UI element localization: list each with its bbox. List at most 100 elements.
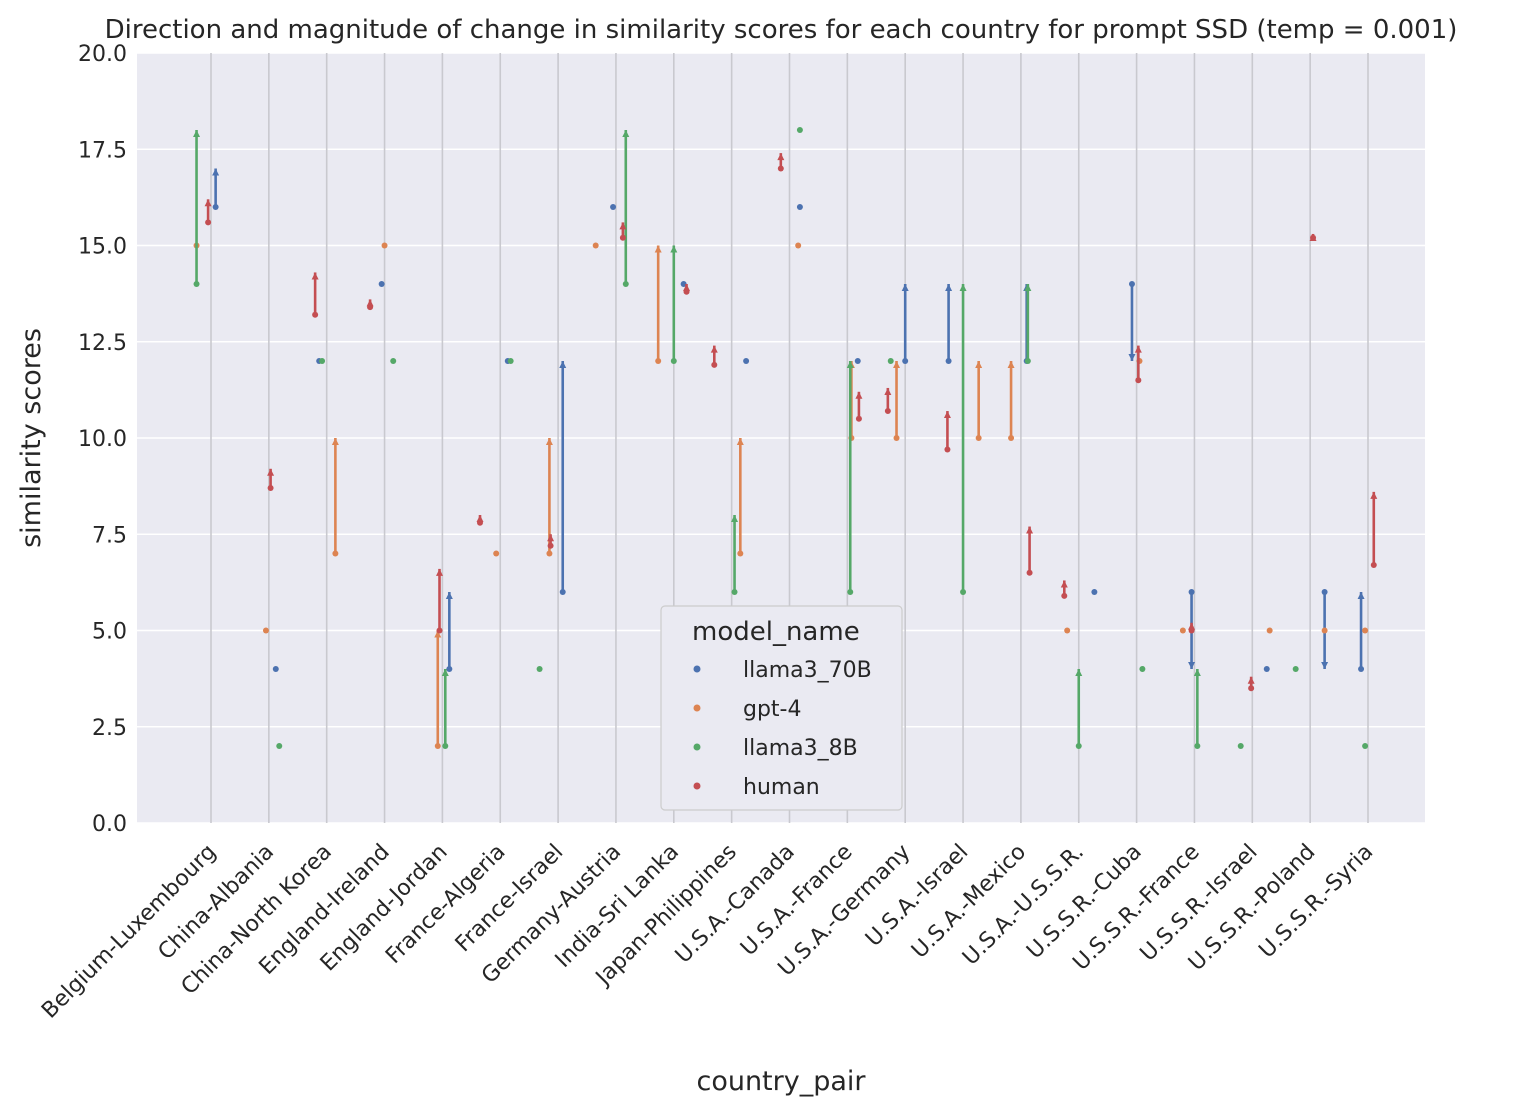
end-arrow [331,438,339,445]
start-point [212,204,219,210]
end-arrow [1188,622,1196,630]
legend-label: gpt-4 [743,697,802,722]
end-arrow [1309,233,1317,241]
start-point [902,358,909,364]
data-point [319,358,326,364]
data-point [272,666,279,672]
start-point [193,281,200,287]
start-point [855,415,862,422]
start-point [884,408,891,415]
end-arrow [1060,580,1068,588]
end-arrow [1026,526,1034,534]
legend-label: llama3_8B [743,736,858,761]
end-arrow [731,515,739,522]
data-point [1362,627,1369,634]
end-arrow [1134,345,1142,353]
data-point [796,127,803,133]
end-arrow [476,515,484,522]
end-arrow [1024,284,1032,291]
start-point [1248,685,1255,692]
data-point [592,242,599,249]
end-arrow [434,630,442,638]
data-point [1237,743,1244,749]
end-arrow [959,284,967,291]
chart-title: Direction and magnitude of change in sim… [105,15,1458,45]
data-point [1321,627,1328,634]
end-arrow [547,534,555,542]
start-point [847,589,854,595]
y-axis-label: similarity scores [16,328,47,548]
end-arrow [1247,676,1255,684]
y-tick-label: 20.0 [78,42,127,67]
start-point [1024,358,1031,364]
end-arrow [670,245,678,253]
start-point [619,234,626,241]
end-arrow [441,669,449,676]
legend-label: human [743,775,820,800]
end-arrow [736,438,744,445]
start-point [1194,743,1201,749]
x-tick-labels: Belgium-LuxembourgChina-AlbaniaChina-Nor… [37,840,1378,1024]
data-point [1091,589,1098,595]
start-point [975,435,982,441]
start-point [711,361,718,368]
start-point [559,589,566,595]
start-point [1370,562,1377,569]
data-point [381,242,388,249]
end-arrow [622,130,630,137]
y-tick-label: 12.5 [78,331,127,356]
end-arrow [855,391,863,399]
legend-label: llama3_70B [743,658,872,683]
data-point [743,358,750,364]
data-point [1179,627,1186,634]
data-point [262,627,269,634]
data-point [378,281,385,287]
end-arrow [654,245,662,253]
y-tick-label: 17.5 [78,138,127,163]
end-arrow [901,284,909,291]
data-point [276,743,283,749]
data-point [1266,627,1273,634]
end-arrow [1370,491,1378,499]
end-arrow [1128,354,1136,361]
data-point [854,358,861,364]
start-point [960,589,967,595]
legend-box [660,605,903,811]
data-point [796,204,803,210]
start-point [1188,589,1195,595]
data-point [493,550,500,557]
y-tick-label: 0.0 [92,812,127,837]
end-arrow [267,468,275,476]
start-point [670,358,677,364]
end-arrow [445,592,453,599]
end-arrow [884,387,892,395]
start-point [945,358,952,364]
start-point [655,358,662,364]
end-arrow [777,153,785,161]
start-point [436,627,443,634]
start-point [546,550,553,557]
end-arrow [366,299,374,307]
end-arrow [204,199,212,207]
data-point [507,358,514,364]
start-point [547,542,554,549]
end-arrow [193,130,201,137]
start-point [777,165,784,172]
legend-marker [693,704,701,712]
data-point [536,666,543,672]
end-arrow [846,361,854,368]
start-point [332,550,339,557]
end-arrow [1188,662,1196,669]
end-arrow [945,284,953,291]
start-point [944,446,951,453]
start-point [442,743,449,749]
start-point [1061,592,1068,599]
legend-marker [693,782,701,790]
end-arrow [436,568,444,576]
legend-title: model_name [692,617,860,647]
start-point [1128,281,1135,287]
end-arrow [893,361,901,368]
end-arrow [619,222,627,230]
